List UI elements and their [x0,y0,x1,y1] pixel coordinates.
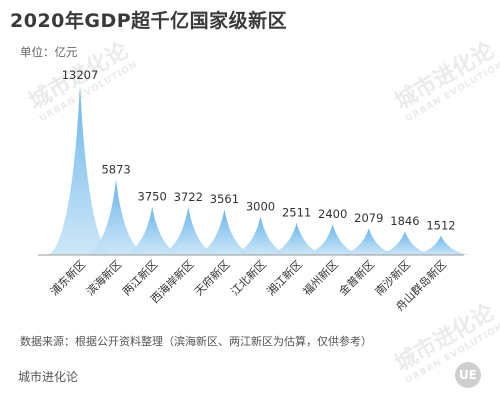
value-label: 13207 [62,68,99,82]
value-label: 2079 [354,211,383,225]
unit-label: 单位：亿元 [20,45,78,59]
category-label: 滨海新区 [83,257,124,298]
peak-5 [192,209,257,255]
peak-11 [409,235,473,255]
value-label: 2400 [318,207,347,221]
chart-tick-labels: 浦东新区滨海新区两江新区西海岸新区天府新区江北新区湘江新区福州新区金普新区南沙新… [47,257,449,314]
category-label: 福州新区 [300,257,341,298]
value-label: 1846 [390,214,419,228]
peak-9 [336,228,401,255]
ue-logo: UE [455,362,481,388]
category-label: 天府新区 [192,257,233,298]
value-label: 3722 [174,190,203,204]
category-label: 湘江新区 [264,257,305,298]
peak-8 [300,224,365,255]
peak-2 [84,179,149,255]
value-label: 2511 [282,206,311,220]
chart-value-labels: 13207 5873 3750 3722 3561 3000 2511 2400 2079 184… [62,68,456,233]
peak-1 [48,85,112,255]
category-label: 浦东新区 [47,257,88,298]
peak-10 [372,231,437,255]
brand-name: 城市进化论 [18,370,79,384]
data-source-note: 数据来源：根据公开资料整理（滨海新区、两江新区为估算，仅供参考） [20,335,372,348]
peak-6 [228,216,293,255]
value-label: 3000 [246,199,275,213]
chart-title: 2020年GDP超千亿国家级新区 [10,10,288,32]
value-label: 5873 [101,162,130,176]
category-label: 金普新区 [336,257,377,298]
value-label: 3561 [210,192,239,206]
category-label: 江北新区 [228,257,269,298]
peak-3 [120,206,185,255]
value-label: 1512 [426,219,455,233]
peak-7 [264,222,329,255]
peak-4 [156,207,221,255]
chart-peaks [48,85,473,255]
value-label: 3750 [138,190,167,204]
